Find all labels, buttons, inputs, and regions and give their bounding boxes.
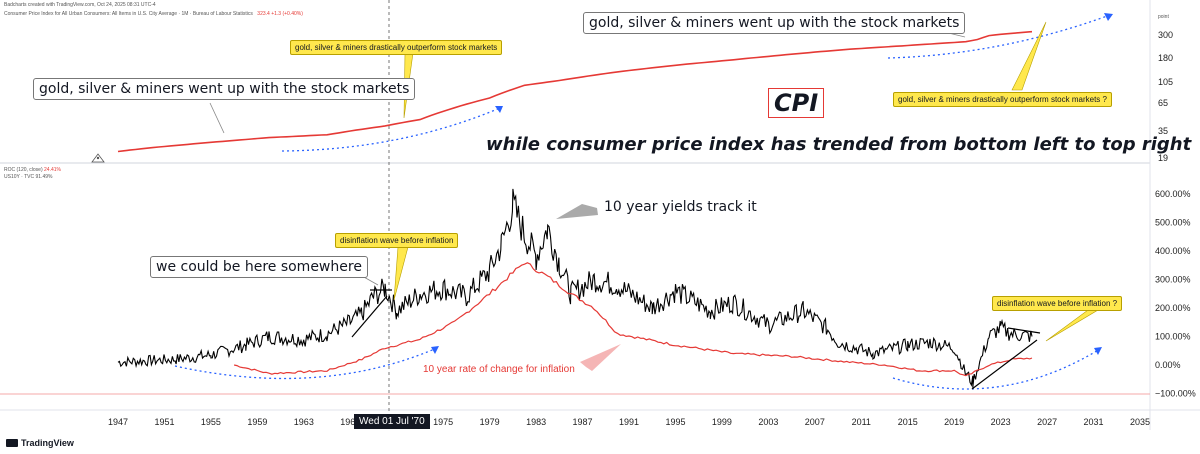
pointer-top-far-right xyxy=(1011,21,1047,91)
percent-price-axis: −100.00% 0.00% 100.00% 200.00% 300.00% 400.00… xyxy=(1155,189,1196,399)
roc-legend: ROC (120, close) 24.41% xyxy=(4,167,61,173)
roc-note: 10 year rate of change for inflation xyxy=(423,364,575,375)
cpi-label: CPI xyxy=(768,88,825,118)
time-axis-tick: 2015 xyxy=(898,417,918,427)
series-value: 323.4 +1.3 (+0.40%) xyxy=(257,11,303,17)
yield-legend: US10Y · TVC 91.49% xyxy=(4,174,52,180)
time-axis-tick: 1995 xyxy=(665,417,685,427)
time-axis-tick: 2023 xyxy=(991,417,1011,427)
blue-arrow-top-left xyxy=(281,107,501,152)
percent-axis-tick: 600.00% xyxy=(1155,189,1191,199)
blue-arrowhead-bottom-right xyxy=(1094,347,1102,355)
cpi-axis-tick: 35 xyxy=(1158,126,1168,136)
time-axis-tick: 1991 xyxy=(619,417,639,427)
trendline-2020 xyxy=(971,339,1038,390)
time-axis-tick: 1963 xyxy=(294,417,314,427)
cpi-price-axis: 19 35 65 105 180 300 xyxy=(1158,30,1173,163)
resistance-2023 xyxy=(1007,327,1041,334)
time-axis-tick: 1951 xyxy=(154,417,174,427)
yield-legend-value: 91.49% xyxy=(35,174,53,180)
yield-legend-label: US10Y · TVC xyxy=(4,174,35,180)
cpi-axis-tick: 19 xyxy=(1158,153,1168,163)
tradingview-brand: TradingView xyxy=(21,438,74,448)
percent-axis-tick: 100.00% xyxy=(1155,332,1191,342)
percent-axis-tick: 200.00% xyxy=(1155,303,1191,313)
us10y-line xyxy=(117,188,1033,388)
mascot-icon xyxy=(91,153,105,163)
callout-top-right: gold, silver & miners went up with the s… xyxy=(583,12,966,34)
yields-note: 10 year yields track it xyxy=(604,199,757,215)
cpi-axis-tick: 65 xyxy=(1158,98,1168,108)
time-axis-tick: 2019 xyxy=(944,417,964,427)
blue-arrowhead-top-left xyxy=(495,106,503,113)
cpi-axis-tick: 105 xyxy=(1158,77,1173,87)
scale-label: point xyxy=(1158,14,1169,20)
time-axis-tick: 1983 xyxy=(526,417,546,427)
time-axis-tick: 2031 xyxy=(1084,417,1104,427)
time-axis-tick: 1975 xyxy=(433,417,453,427)
time-axis-tick: 2027 xyxy=(1037,417,1057,427)
time-axis-tick: 1987 xyxy=(573,417,593,427)
chart-credit: Badcharts created with TradingView.com, … xyxy=(4,2,156,8)
callout-here: we could be here somewhere xyxy=(150,256,368,278)
time-axis-tick: 1947 xyxy=(108,417,128,427)
roc-line xyxy=(233,262,1033,377)
series-title-text: Consumer Price Index for All Urban Consu… xyxy=(4,11,253,17)
cpi-pane xyxy=(117,30,1033,153)
pointer-disinflation-2 xyxy=(1045,309,1100,342)
time-axis-tick: 2003 xyxy=(758,417,778,427)
callout-top-mid: gold, silver & miners drastically outper… xyxy=(290,40,503,55)
roc-legend-label: ROC (120, close) xyxy=(4,167,43,173)
callout-top-left: gold, silver & miners went up with the s… xyxy=(33,78,416,100)
yield-roc-pane xyxy=(117,188,1033,388)
tradingview-logo: TradingView xyxy=(6,438,74,448)
blue-arrowhead-top-right xyxy=(1104,13,1113,21)
callout-disinflation-2: disinflation wave before inflation ? xyxy=(992,296,1123,311)
pointer-top-left xyxy=(209,102,225,134)
trend-note: while consumer price index has trended f… xyxy=(486,134,1192,155)
roc-legend-value: 24.41% xyxy=(44,167,61,173)
time-axis: 1947 1951 1955 1959 1963 1967 1975 1979 1983 1987… xyxy=(108,417,1150,427)
percent-axis-tick: −100.00% xyxy=(1155,389,1196,399)
time-axis-tick: 1999 xyxy=(712,417,732,427)
time-axis-tick: 2035 xyxy=(1130,417,1150,427)
blue-arrow-bottom-right xyxy=(892,348,1101,390)
percent-axis-tick: 300.00% xyxy=(1155,275,1191,285)
trendline-1969 xyxy=(351,295,388,338)
tradingview-logo-icon xyxy=(6,439,18,447)
percent-axis-tick: 400.00% xyxy=(1155,246,1191,256)
percent-axis-tick: 500.00% xyxy=(1155,218,1191,228)
pointer-roc xyxy=(580,344,621,371)
crosshair-date-label: Wed 01 Jul '70 xyxy=(354,414,430,429)
series-title: Consumer Price Index for All Urban Consu… xyxy=(4,11,303,17)
time-axis-tick: 1955 xyxy=(201,417,221,427)
time-axis-tick: 1979 xyxy=(480,417,500,427)
pointer-yields xyxy=(556,204,598,219)
pointer-disinflation-1 xyxy=(393,246,409,301)
blue-arrowhead-bottom-left xyxy=(431,346,439,354)
time-axis-tick: 2011 xyxy=(852,417,871,427)
time-axis-tick: 2007 xyxy=(805,417,825,427)
time-axis-tick: 1959 xyxy=(247,417,267,427)
callout-top-far-right: gold, silver & miners drastically outper… xyxy=(893,92,1112,107)
percent-axis-tick: 0.00% xyxy=(1155,360,1181,370)
cpi-axis-tick: 180 xyxy=(1158,53,1173,63)
cpi-line xyxy=(117,30,1033,153)
callout-disinflation-1: disinflation wave before inflation xyxy=(335,233,459,248)
time-axis-tick: 1967 xyxy=(340,417,360,427)
cpi-axis-tick: 300 xyxy=(1158,30,1173,40)
